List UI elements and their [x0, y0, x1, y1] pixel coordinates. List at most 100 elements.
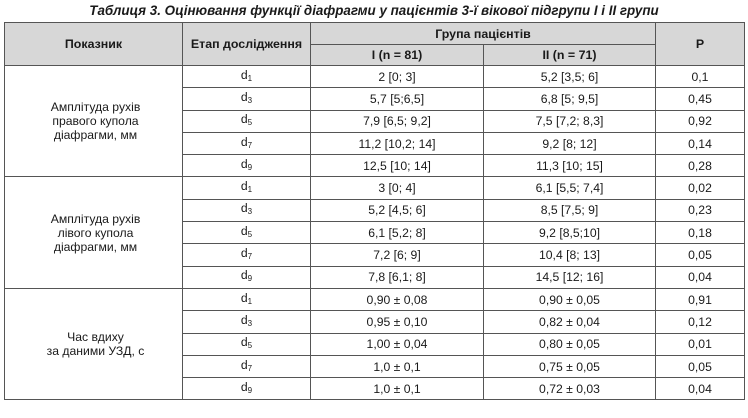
- p-value: 0,04: [655, 265, 745, 289]
- indicator-label-line: правого купола: [52, 114, 139, 129]
- header-stage: Етап дослідження: [182, 22, 311, 66]
- stage-subscript: 5: [247, 229, 253, 239]
- stage-letter: d: [240, 134, 248, 149]
- group-1-value: 11,2 [10,2; 14]: [310, 131, 484, 156]
- group-1-value: 1,0 ± 0,1: [310, 354, 484, 379]
- stage-letter: d: [240, 312, 248, 327]
- header-p-value: P: [655, 22, 745, 66]
- table-row: d5 1,00 ± 0,04 0,80 ± 0,05 0,01: [5, 332, 745, 356]
- table-row: d3 5,2 [4,5; 6] 8,5 [7,5; 9] 0,23: [5, 198, 745, 223]
- stage-subscript: 3: [247, 207, 253, 217]
- group-1-value: 1,00 ± 0,04: [310, 332, 484, 356]
- group-1-value: 0,95 ± 0,10: [310, 310, 484, 334]
- stage-subscript: 1: [247, 296, 253, 306]
- table-row: d9 7,8 [6,1; 8] 14,5 [12; 16] 0,04: [5, 265, 745, 289]
- indicator-label: Амплітуда рухів лівого купола діафрагми, м…: [4, 176, 183, 289]
- p-value: 0,05: [655, 354, 745, 379]
- stage-letter: d: [240, 223, 248, 238]
- stage-letter: d: [240, 335, 248, 350]
- stage-cell: d5: [182, 109, 311, 133]
- group-1-value: 2 [0; 3]: [310, 64, 484, 89]
- group-1-value: 0,90 ± 0,08: [310, 287, 484, 312]
- table-caption: Таблиця 3. Оцінювання функції діафрагми …: [89, 3, 659, 18]
- group-2-value: 0,75 ± 0,05: [483, 354, 656, 379]
- stage-letter: d: [240, 246, 248, 261]
- p-value: 0,12: [655, 310, 745, 334]
- stage-cell: d9: [182, 265, 311, 289]
- stage-subscript: 1: [247, 185, 253, 195]
- stage-cell: d1: [182, 287, 311, 312]
- p-value: 0,1: [655, 64, 745, 89]
- p-value: 0,23: [655, 198, 745, 223]
- table-body: Амплітуда рухів правого купола діафрагми, …: [4, 64, 745, 401]
- p-value: 0,14: [655, 131, 745, 156]
- p-value: 0,18: [655, 221, 745, 245]
- group-1-value: 5,2 [4,5; 6]: [310, 198, 484, 223]
- table-row: d7 11,2 [10,2; 14] 9,2 [8; 12] 0,14: [5, 131, 745, 156]
- indicator-label-line: діафрагми, мм: [53, 128, 138, 143]
- stage-letter: d: [240, 357, 248, 372]
- header-group-patients: Група пацієнтів: [310, 22, 656, 45]
- stage-letter: d: [240, 112, 248, 127]
- group-1-value: 7,2 [6; 9]: [310, 243, 484, 267]
- group-2-value: 0,72 ± 0,03: [483, 377, 656, 401]
- diaphragm-function-table: Показник Етап дослідження Група пацієнті…: [4, 22, 745, 401]
- stage-cell: d9: [182, 377, 311, 401]
- table-row: Час вдиху за даними УЗД, с d1 0,90 ± 0,08 0,…: [4, 287, 745, 401]
- header-group-1: I (n = 81): [310, 44, 484, 66]
- stage-cell: d3: [182, 310, 311, 334]
- group-2-value: 0,90 ± 0,05: [483, 287, 656, 312]
- stage-subscript: 5: [247, 341, 253, 351]
- stage-subscript: 5: [247, 118, 253, 128]
- indicator-label-line: Час вдиху: [67, 330, 124, 345]
- p-value: 0,91: [655, 287, 745, 312]
- stage-letter: d: [240, 290, 248, 305]
- group-2-value: 6,8 [5; 9,5]: [483, 87, 656, 111]
- stage-subscript: 1: [247, 73, 253, 83]
- stage-cell: d3: [182, 87, 311, 111]
- stage-subscript: 7: [247, 252, 253, 262]
- table-row: d9 12,5 [10; 14] 11,3 [10; 15] 0,28: [5, 154, 745, 178]
- stage-subscript: 3: [247, 318, 253, 328]
- stage-letter: d: [240, 379, 248, 394]
- stage-cell: d1: [182, 64, 311, 89]
- group-2-value: 0,80 ± 0,05: [483, 332, 656, 356]
- indicator-label-line: Амплітуда рухів: [50, 100, 141, 115]
- group-1-value: 7,9 [6,5; 9,2]: [310, 109, 484, 133]
- header-indicator: Показник: [4, 22, 183, 66]
- stage-letter: d: [240, 156, 248, 171]
- p-value: 0,92: [655, 109, 745, 133]
- p-value: 0,01: [655, 332, 745, 356]
- group-2-value: 9,2 [8; 12]: [483, 131, 656, 156]
- stage-letter: d: [240, 179, 248, 194]
- stage-letter: d: [240, 268, 248, 283]
- p-value: 0,02: [655, 176, 745, 200]
- header-group-2: II (n = 71): [483, 44, 656, 66]
- stage-cell: d9: [182, 154, 311, 178]
- group-1-value: 7,8 [6,1; 8]: [310, 265, 484, 289]
- table-row: Амплітуда рухів правого купола діафрагми, …: [4, 64, 745, 178]
- stage-letter: d: [240, 89, 248, 104]
- group-2-value: 11,3 [10; 15]: [483, 154, 656, 178]
- p-value: 0,45: [655, 87, 745, 111]
- p-value: 0,28: [655, 154, 745, 178]
- group-2-value: 5,2 [3,5; 6]: [483, 64, 656, 89]
- stage-cell: d7: [182, 131, 311, 156]
- group-1-value: 12,5 [10; 14]: [310, 154, 484, 178]
- group-2-value: 6,1 [5,5; 7,4]: [483, 176, 656, 200]
- group-2-value: 9,2 [8,5;10]: [483, 221, 656, 245]
- group-1-value: 6,1 [5,2; 8]: [310, 221, 484, 245]
- stage-cell: d1: [182, 176, 311, 200]
- stage-subscript: 7: [247, 363, 253, 373]
- stage-subscript: 9: [247, 162, 253, 172]
- stage-letter: d: [240, 67, 248, 82]
- stage-cell: d7: [182, 243, 311, 267]
- indicator-label-line: лівого купола: [57, 225, 134, 240]
- table-row: d7 7,2 [6; 9] 10,4 [8; 13] 0,05: [5, 243, 745, 267]
- group-2-value: 8,5 [7,5; 9]: [483, 198, 656, 223]
- stage-subscript: 9: [247, 274, 253, 284]
- table-row: Амплітуда рухів лівого купола діафрагми, м…: [4, 176, 745, 289]
- stage-cell: d3: [182, 198, 311, 223]
- table-row: d5 7,9 [6,5; 9,2] 7,5 [7,2; 8,3] 0,92: [5, 109, 745, 133]
- stage-letter: d: [240, 201, 248, 216]
